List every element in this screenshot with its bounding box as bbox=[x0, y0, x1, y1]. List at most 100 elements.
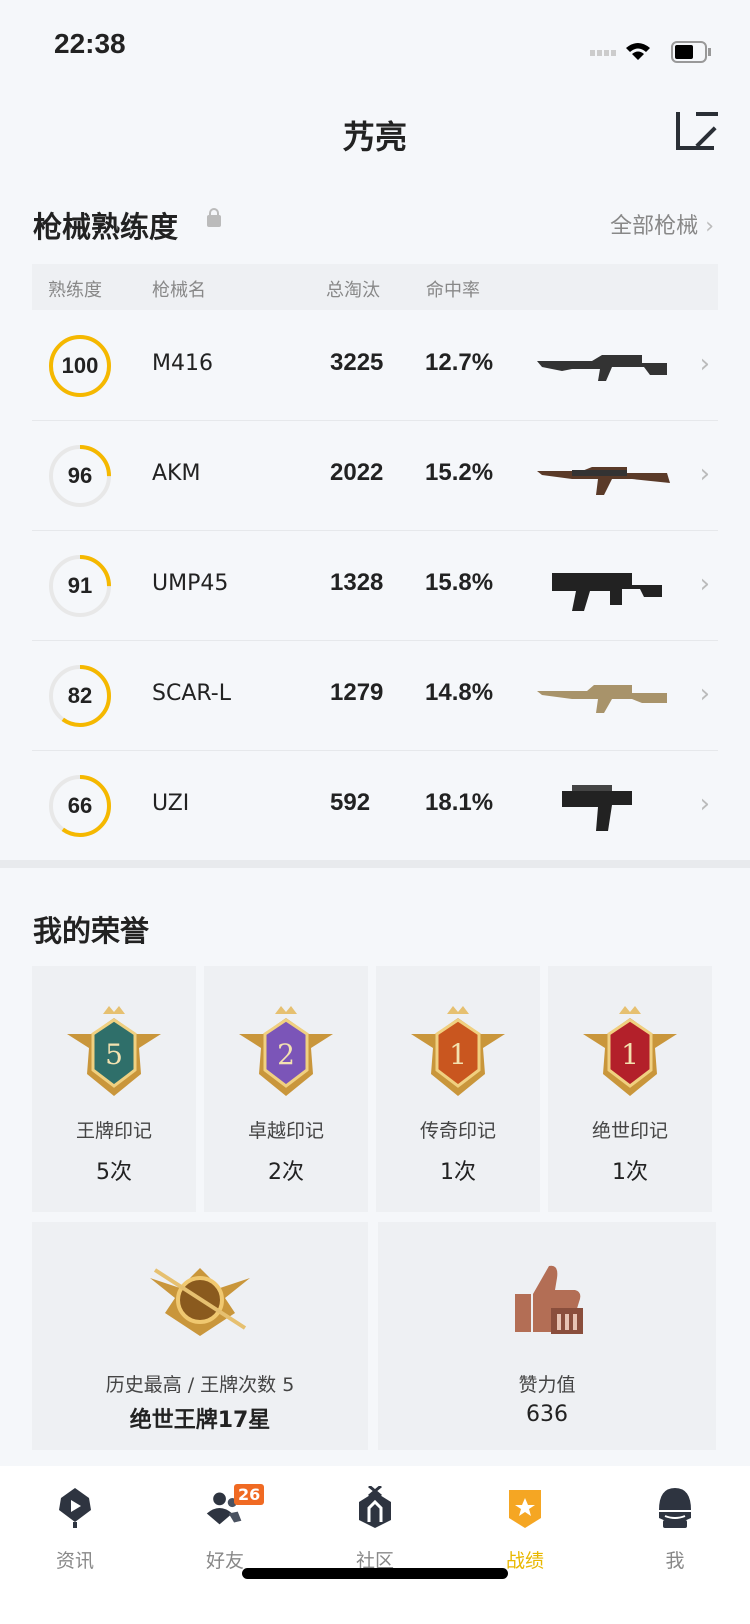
tab-friends-label: 好友 bbox=[205, 1550, 244, 1572]
mastery-ring: 91 bbox=[48, 554, 112, 618]
gun-row[interactable]: 100 M416 3225 12.7% › bbox=[32, 311, 718, 421]
honor-title: 我的荣誉 bbox=[33, 914, 150, 948]
tab-community-label: 社区 bbox=[355, 1550, 394, 1572]
mark-name: 绝世印记 bbox=[591, 1120, 668, 1142]
col-name: 枪械名 bbox=[152, 280, 206, 301]
chevron-right-icon: › bbox=[699, 459, 710, 489]
col-rate: 命中率 bbox=[426, 280, 480, 301]
likes-value: 636 bbox=[526, 1402, 568, 1427]
gun-kills: 1328 bbox=[330, 569, 384, 596]
gun-image-icon bbox=[537, 355, 667, 381]
gun-row[interactable]: 82 SCAR-L 1279 14.8% › bbox=[32, 641, 718, 751]
all-guns-label: 全部枪械 bbox=[610, 214, 699, 239]
mastery-level: 96 bbox=[67, 463, 93, 488]
tab-bar: 资讯 26 好友 社区 战绩 我 bbox=[0, 1466, 750, 1624]
tab-news-label: 资讯 bbox=[55, 1550, 94, 1572]
mark-count: 1次 bbox=[440, 1160, 476, 1185]
chevron-right-icon: › bbox=[699, 789, 710, 819]
gun-row[interactable]: 66 UZI 592 18.1% › bbox=[32, 751, 718, 861]
gun-name: SCAR-L bbox=[152, 681, 231, 706]
section-divider bbox=[0, 860, 750, 868]
lock-icon[interactable] bbox=[207, 208, 221, 227]
mastery-ring: 100 bbox=[48, 334, 112, 398]
mark-badge-icon: 5 bbox=[67, 1006, 161, 1096]
col-level: 熟练度 bbox=[48, 280, 102, 301]
gun-kills: 592 bbox=[330, 789, 371, 816]
tab-me-label: 我 bbox=[665, 1550, 685, 1572]
best-rank-value: 绝世王牌17星 bbox=[129, 1408, 271, 1433]
gun-image-icon bbox=[552, 573, 662, 611]
honor-mark-card[interactable]: 2 卓越印记 2次 bbox=[204, 966, 368, 1212]
mark-number: 1 bbox=[449, 1038, 467, 1071]
mark-badge-icon: 1 bbox=[583, 1006, 677, 1096]
mastery-ring: 96 bbox=[48, 444, 112, 508]
home-indicator[interactable] bbox=[242, 1568, 508, 1579]
gun-row[interactable]: 91 UMP45 1328 15.8% › bbox=[32, 531, 718, 641]
news-icon bbox=[59, 1488, 91, 1528]
gun-name: AKM bbox=[152, 461, 201, 486]
tab-news[interactable]: 资讯 bbox=[0, 1486, 150, 1573]
tab-record-label: 战绩 bbox=[505, 1550, 544, 1572]
mark-name: 传奇印记 bbox=[419, 1120, 496, 1142]
chevron-right-icon: › bbox=[699, 349, 710, 379]
mark-name: 卓越印记 bbox=[247, 1120, 324, 1142]
gun-image-icon bbox=[537, 467, 670, 495]
mastery-level: 91 bbox=[67, 573, 93, 598]
helmet-icon bbox=[659, 1488, 691, 1528]
table-header: 熟练度 枪械名 总淘汰 命中率 bbox=[32, 264, 718, 310]
best-rank-label: 历史最高 / 王牌次数 5 bbox=[105, 1374, 295, 1396]
community-icon bbox=[359, 1484, 391, 1528]
mark-name: 王牌印记 bbox=[75, 1120, 152, 1142]
mastery-level: 82 bbox=[67, 683, 93, 708]
mark-count: 5次 bbox=[96, 1160, 132, 1185]
tab-record[interactable]: 战绩 bbox=[450, 1486, 600, 1573]
gun-name: UZI bbox=[152, 791, 190, 816]
mark-badge-icon: 1 bbox=[411, 1006, 505, 1096]
chevron-right-icon: › bbox=[699, 569, 710, 599]
status-icons bbox=[590, 41, 711, 63]
mark-count: 2次 bbox=[268, 1160, 304, 1185]
mastery-ring: 66 bbox=[48, 774, 112, 838]
col-kills: 总淘汰 bbox=[326, 280, 380, 301]
honor-mark-card[interactable]: 1 绝世印记 1次 bbox=[548, 966, 712, 1212]
gun-kills: 3225 bbox=[330, 349, 384, 376]
mastery-ring: 82 bbox=[48, 664, 112, 728]
mark-number: 2 bbox=[277, 1038, 295, 1071]
status-time: 22:38 bbox=[54, 28, 126, 59]
gun-hit-rate: 15.2% bbox=[425, 459, 494, 486]
best-rank-medal-icon bbox=[150, 1268, 250, 1336]
gun-kills: 1279 bbox=[330, 679, 384, 706]
gun-hit-rate: 18.1% bbox=[425, 789, 494, 816]
gun-kills: 2022 bbox=[330, 459, 384, 486]
best-rank-card[interactable]: 历史最高 / 王牌次数 5 绝世王牌17星 bbox=[32, 1222, 368, 1450]
all-guns-link[interactable]: 全部枪械 › bbox=[610, 208, 714, 240]
mastery-title: 枪械熟练度 bbox=[33, 210, 179, 244]
gun-hit-rate: 15.8% bbox=[425, 569, 494, 596]
gun-image-icon bbox=[562, 785, 632, 831]
tab-community[interactable]: 社区 bbox=[300, 1484, 450, 1573]
mastery-level: 66 bbox=[67, 793, 93, 818]
mark-number: 1 bbox=[621, 1038, 639, 1071]
likes-card[interactable]: 赞力值 636 bbox=[378, 1222, 716, 1450]
honor-mark-card[interactable]: 1 传奇印记 1次 bbox=[376, 966, 540, 1212]
gun-image-icon bbox=[537, 685, 667, 713]
gun-name: M416 bbox=[152, 351, 213, 376]
mastery-level: 100 bbox=[61, 353, 99, 378]
record-icon bbox=[509, 1490, 541, 1528]
chevron-right-icon: › bbox=[705, 214, 714, 239]
tab-me[interactable]: 我 bbox=[600, 1486, 750, 1573]
mark-badge-icon: 2 bbox=[239, 1006, 333, 1096]
gun-name: UMP45 bbox=[152, 571, 229, 596]
honor-mark-card[interactable]: 5 王牌印记 5次 bbox=[32, 966, 196, 1212]
chevron-right-icon: › bbox=[699, 679, 710, 709]
gun-hit-rate: 14.8% bbox=[425, 679, 494, 706]
gun-row[interactable]: 96 AKM 2022 15.2% › bbox=[32, 421, 718, 531]
friends-badge: 26 bbox=[234, 1484, 265, 1505]
page-title: 艿亮 bbox=[342, 118, 407, 156]
tab-friends[interactable]: 26 好友 bbox=[150, 1484, 300, 1573]
gun-hit-rate: 12.7% bbox=[425, 349, 494, 376]
share-icon[interactable] bbox=[676, 112, 718, 150]
likes-label: 赞力值 bbox=[518, 1374, 576, 1396]
thumbs-up-icon bbox=[515, 1265, 583, 1334]
mark-number: 5 bbox=[105, 1038, 123, 1071]
